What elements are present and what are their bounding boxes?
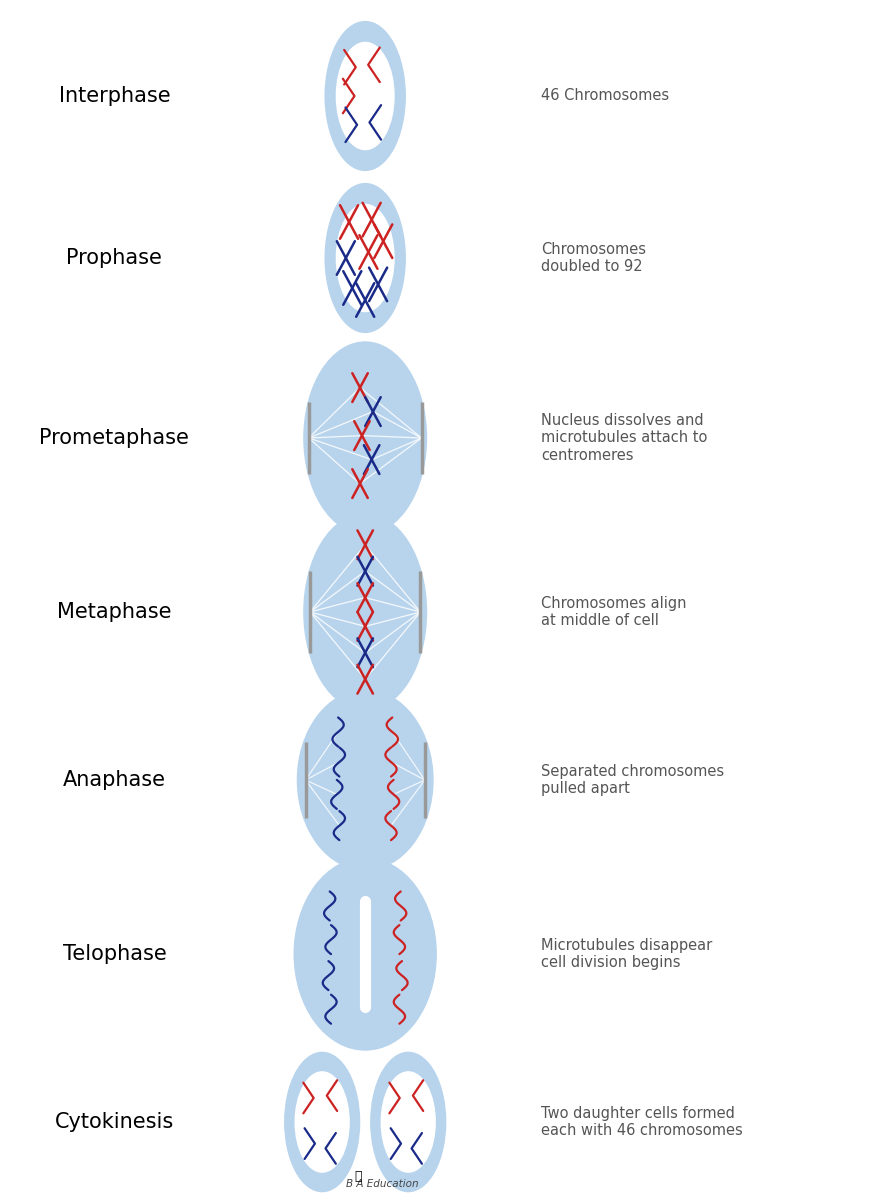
Text: Cytokinesis: Cytokinesis bbox=[55, 1112, 174, 1132]
Ellipse shape bbox=[295, 1072, 349, 1172]
Text: B A Education: B A Education bbox=[347, 1180, 419, 1189]
Ellipse shape bbox=[297, 690, 433, 870]
Text: Chromosomes align
at middle of cell: Chromosomes align at middle of cell bbox=[541, 595, 686, 629]
Ellipse shape bbox=[336, 42, 394, 150]
Ellipse shape bbox=[333, 36, 398, 156]
Ellipse shape bbox=[381, 1072, 436, 1172]
Ellipse shape bbox=[294, 858, 436, 1050]
Text: Chromosomes
doubled to 92: Chromosomes doubled to 92 bbox=[541, 241, 646, 275]
Text: Microtubules disappear
cell division begins: Microtubules disappear cell division beg… bbox=[541, 938, 713, 970]
Ellipse shape bbox=[326, 22, 405, 170]
Text: Interphase: Interphase bbox=[59, 86, 170, 106]
Text: 46 Chromosomes: 46 Chromosomes bbox=[541, 89, 670, 103]
Ellipse shape bbox=[326, 184, 405, 332]
Text: Nucleus dissolves and
microtubules attach to
centromeres: Nucleus dissolves and microtubules attac… bbox=[541, 413, 708, 463]
Text: Telophase: Telophase bbox=[62, 944, 166, 964]
Text: Metaphase: Metaphase bbox=[57, 602, 172, 622]
Ellipse shape bbox=[378, 1066, 438, 1178]
Ellipse shape bbox=[304, 342, 427, 534]
Text: Prometaphase: Prometaphase bbox=[40, 428, 189, 448]
Ellipse shape bbox=[336, 204, 394, 312]
Ellipse shape bbox=[370, 1052, 445, 1192]
Text: Separated chromosomes
pulled apart: Separated chromosomes pulled apart bbox=[541, 764, 724, 797]
Ellipse shape bbox=[285, 1052, 360, 1192]
Ellipse shape bbox=[304, 514, 427, 710]
Text: Anaphase: Anaphase bbox=[62, 770, 166, 790]
Ellipse shape bbox=[333, 198, 398, 318]
Text: 🎓: 🎓 bbox=[355, 1170, 362, 1182]
Ellipse shape bbox=[292, 1066, 352, 1178]
Text: Prophase: Prophase bbox=[67, 248, 162, 268]
Text: Two daughter cells formed
each with 46 chromosomes: Two daughter cells formed each with 46 c… bbox=[541, 1106, 743, 1138]
